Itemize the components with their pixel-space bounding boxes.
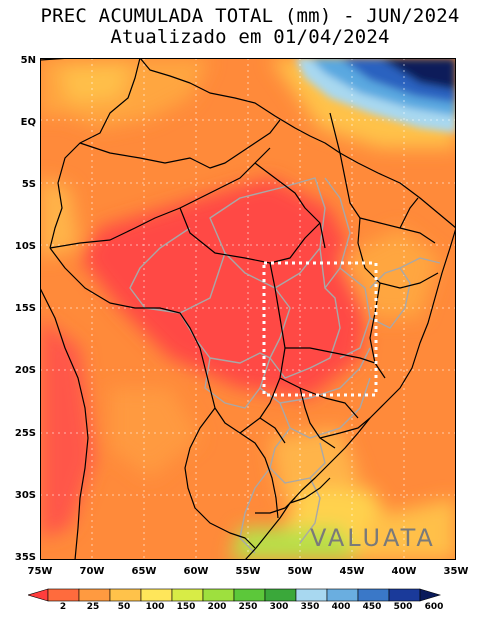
colorbar-arrow-left xyxy=(28,588,49,602)
colorbar-segment xyxy=(140,588,173,602)
lat-label-35s: 35S xyxy=(14,552,36,563)
lat-label-eq: EQ xyxy=(20,117,36,128)
colorbar-segment xyxy=(264,588,297,602)
map-subtitle: Atualizado em 01/04/2024 xyxy=(110,26,390,48)
lon-label-50w: 50W xyxy=(287,566,313,577)
colorbar xyxy=(28,588,442,602)
colorbar-label-200: 200 xyxy=(207,602,227,612)
colorbar-label-300: 300 xyxy=(269,602,289,612)
colorbar-segment xyxy=(109,588,142,602)
lat-label-5n: 5N xyxy=(20,55,36,66)
lat-label-20s: 20S xyxy=(14,365,36,376)
lon-label-45w: 45W xyxy=(339,566,365,577)
river-basin-lines xyxy=(129,177,441,554)
lon-label-65w: 65W xyxy=(131,566,157,577)
lat-label-30s: 30S xyxy=(14,490,36,501)
highlight-box xyxy=(262,261,378,397)
lon-label-75w: 75W xyxy=(27,566,53,577)
colorbar-label-150: 150 xyxy=(176,602,196,612)
colorbar-segment xyxy=(357,588,390,602)
lat-label-10s: 10S xyxy=(14,241,36,252)
colorbar-label-25: 25 xyxy=(86,602,100,612)
colorbar-label-50: 50 xyxy=(117,602,131,612)
colorbar-segment xyxy=(326,588,359,602)
lon-label-40w: 40W xyxy=(391,566,417,577)
colorbar-segment xyxy=(295,588,328,602)
lon-label-70w: 70W xyxy=(79,566,105,577)
colorbar-label-500: 500 xyxy=(393,602,413,612)
lon-label-35w: 35W xyxy=(443,566,469,577)
colorbar-segment xyxy=(171,588,204,602)
valuata-watermark: VALUATA xyxy=(310,524,436,552)
lon-label-55w: 55W xyxy=(235,566,261,577)
lon-label-60w: 60W xyxy=(183,566,209,577)
colorbar-label-600: 600 xyxy=(424,602,444,612)
lat-label-25s: 25S xyxy=(14,428,36,439)
colorbar-label-100: 100 xyxy=(145,602,165,612)
colorbar-segment xyxy=(202,588,235,602)
lat-label-15s: 15S xyxy=(14,303,36,314)
colorbar-label-400: 400 xyxy=(331,602,351,612)
colorbar-label-450: 450 xyxy=(362,602,382,612)
colorbar-label-2: 2 xyxy=(59,602,67,612)
colorbar-arrow-right xyxy=(419,588,442,602)
colorbar-segment xyxy=(388,588,421,602)
colorbar-segment xyxy=(78,588,111,602)
map-title: PREC ACUMULADA TOTAL (mm) - JUN/2024 xyxy=(40,5,460,27)
colorbar-segment xyxy=(233,588,266,602)
precipitation-map xyxy=(40,58,456,560)
colorbar-label-250: 250 xyxy=(238,602,258,612)
colorbar-label-350: 350 xyxy=(300,602,320,612)
lat-label-5s: 5S xyxy=(21,179,36,190)
colorbar-segment xyxy=(47,588,80,602)
